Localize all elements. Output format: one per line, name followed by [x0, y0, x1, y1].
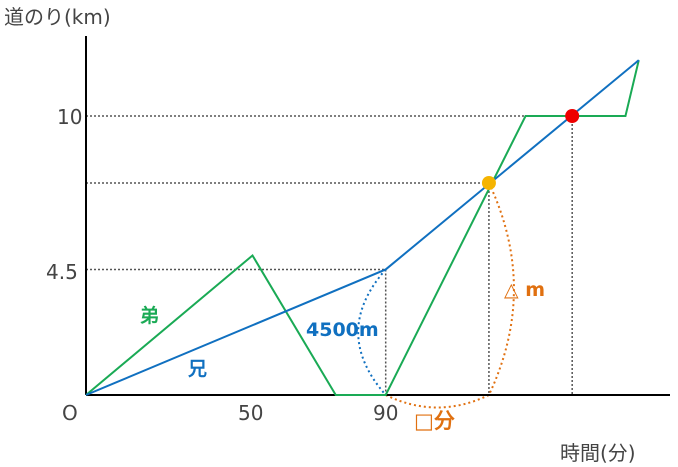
bracket-arcs: [357, 182, 515, 409]
point-markers: [481, 109, 580, 190]
series-lines: [85, 59, 640, 396]
series-line-younger-brother: [85, 59, 640, 396]
distance-arc-4500m: [357, 268, 387, 396]
y-tick-4.5: 4.5: [46, 260, 78, 284]
meeting-point-marker-red: [565, 109, 580, 123]
series-label-younger-brother: 弟: [140, 304, 159, 327]
time-arc-unknown: [385, 394, 490, 409]
guide-lines: [86, 115, 573, 395]
meeting-point-marker-orange: [481, 175, 496, 190]
origin-label: O: [62, 401, 78, 425]
y-axis-label: 道のり(km): [4, 5, 111, 29]
x-tick-90: 90: [373, 401, 398, 425]
x-tick-50: 50: [238, 401, 263, 425]
y-tick-10: 10: [57, 105, 82, 129]
x-axis-label: 時間(分): [560, 441, 636, 465]
unknown-time-label: □分: [414, 409, 455, 433]
series-line-older-brother: [85, 59, 640, 396]
unknown-distance-label: △ m: [504, 279, 545, 301]
series-label-older-brother: 兄: [187, 358, 207, 380]
distance-arc-unknown: [488, 182, 515, 396]
distance-4500m-label: 4500m: [306, 319, 379, 341]
